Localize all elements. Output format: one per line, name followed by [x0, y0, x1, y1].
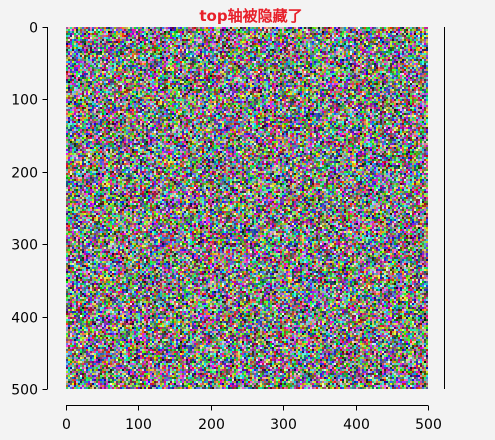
x-tick-label: 400 [343, 417, 370, 433]
x-tick-label: 500 [415, 417, 442, 433]
y-tick-label: 100 [11, 93, 38, 109]
x-tick-label: 300 [270, 417, 297, 433]
y-tick-label: 300 [11, 238, 38, 254]
x-tick-label: 200 [198, 417, 225, 433]
y-tick-label: 400 [11, 311, 38, 327]
y-tick-label: 500 [11, 383, 38, 399]
x-tick-label: 0 [62, 417, 71, 433]
y-tick-label: 200 [11, 166, 38, 182]
noise-image [66, 27, 428, 389]
chart-title: top轴被隐藏了 [199, 7, 302, 25]
y-tick-label: 0 [29, 21, 38, 37]
x-tick-label: 100 [125, 417, 152, 433]
